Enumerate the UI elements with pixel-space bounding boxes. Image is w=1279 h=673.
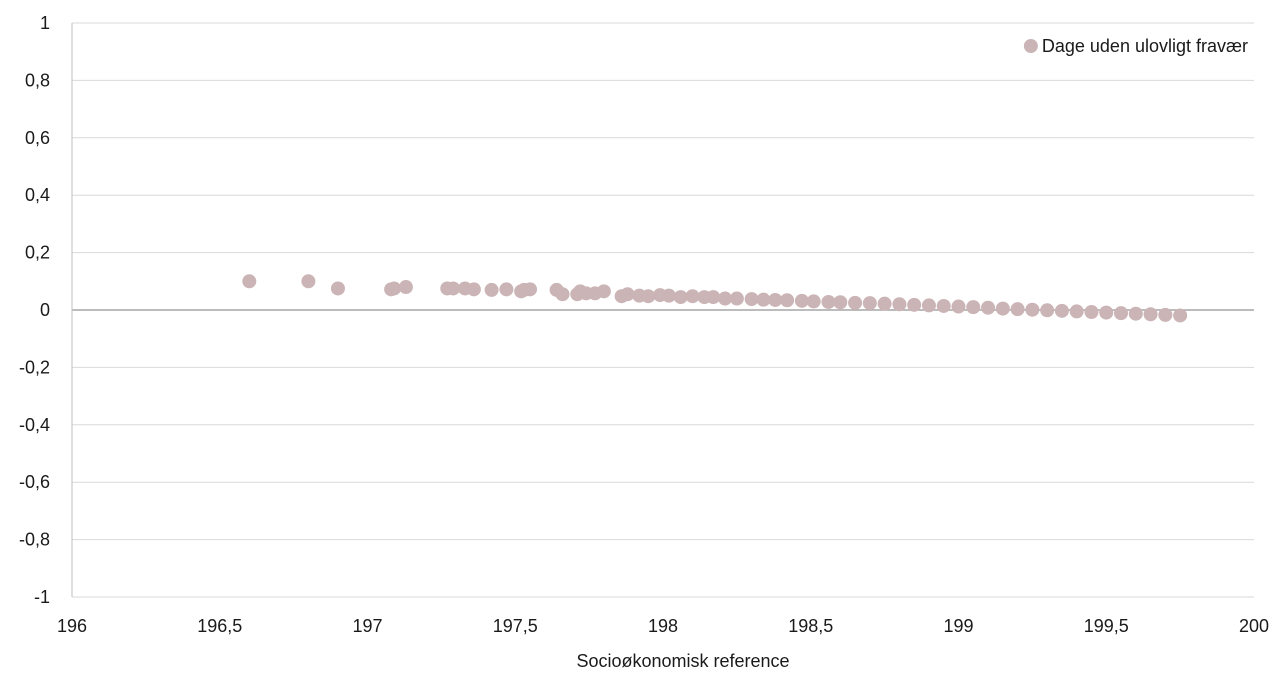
data-point <box>706 290 721 305</box>
y-tick-label: -0,8 <box>19 530 50 550</box>
data-point <box>641 289 656 304</box>
data-point <box>744 292 759 307</box>
data-point <box>330 281 345 296</box>
data-point <box>794 293 809 308</box>
data-point <box>966 300 981 315</box>
data-point <box>892 297 907 312</box>
data-point <box>981 300 996 315</box>
data-point <box>1010 302 1025 317</box>
data-point <box>1173 308 1188 323</box>
y-tick-label: 0,6 <box>25 128 50 148</box>
x-tick-label: 199 <box>943 616 973 636</box>
x-axis-title: Socioøkonomisk reference <box>576 651 789 671</box>
y-tick-label: 1 <box>40 13 50 33</box>
data-point <box>833 295 848 310</box>
x-tick-label: 198 <box>648 616 678 636</box>
y-tick-label: -0,4 <box>19 415 50 435</box>
data-point <box>1114 306 1129 321</box>
data-point <box>1158 307 1173 322</box>
data-point <box>398 280 413 295</box>
y-tick-label: -0,6 <box>19 472 50 492</box>
data-point <box>806 294 821 309</box>
y-tick-label: 0 <box>40 300 50 320</box>
data-point <box>620 287 635 302</box>
y-tick-label: 0,8 <box>25 70 50 90</box>
data-point <box>1099 305 1114 320</box>
data-point <box>1054 303 1069 318</box>
data-point <box>673 290 688 305</box>
data-point <box>484 282 499 297</box>
data-point <box>685 289 700 304</box>
data-point <box>862 296 877 311</box>
data-point <box>780 293 795 308</box>
data-point <box>499 282 514 297</box>
data-point <box>995 301 1010 316</box>
legend: Dage uden ulovligt fravær <box>1023 36 1248 56</box>
x-tick-label: 198,5 <box>788 616 833 636</box>
data-point <box>1040 303 1055 318</box>
data-point <box>1128 306 1143 321</box>
data-point <box>1084 305 1099 320</box>
data-point <box>661 288 676 303</box>
y-tick-label: 0,4 <box>25 185 50 205</box>
x-tick-label: 197 <box>352 616 382 636</box>
data-point <box>1069 304 1084 319</box>
legend-label: Dage uden ulovligt fravær <box>1042 36 1248 56</box>
data-point <box>466 282 481 297</box>
data-point <box>242 274 257 289</box>
x-tick-label: 200 <box>1239 616 1269 636</box>
data-point <box>729 291 744 306</box>
x-tick-labels: 196 196,5 197 197,5 198 198,5 199 199,5 200 <box>57 616 1269 636</box>
data-point <box>301 274 316 289</box>
data-point <box>387 281 402 296</box>
gridlines <box>72 22 1254 598</box>
data-point <box>555 287 570 302</box>
data-point <box>596 284 611 299</box>
y-tick-label: 0,2 <box>25 243 50 263</box>
data-point <box>951 299 966 314</box>
legend-marker <box>1023 39 1038 53</box>
data-point <box>877 296 892 311</box>
data-point <box>718 291 733 306</box>
data-point <box>821 294 836 309</box>
x-tick-label: 199,5 <box>1084 616 1129 636</box>
data-point <box>936 298 951 313</box>
y-tick-labels: 1 0,8 0,6 0,4 0,2 0 -0,2 -0,4 -0,6 -0,8 -1 <box>19 13 50 607</box>
data-point <box>446 281 461 296</box>
x-tick-label: 197,5 <box>493 616 538 636</box>
data-point <box>1025 302 1040 317</box>
data-point <box>523 282 538 297</box>
data-point <box>907 297 922 312</box>
y-tick-label: -1 <box>34 587 50 607</box>
data-point <box>921 298 936 313</box>
data-points <box>242 274 1188 323</box>
x-tick-label: 196,5 <box>197 616 242 636</box>
data-point <box>1143 307 1158 322</box>
y-tick-label: -0,2 <box>19 357 50 377</box>
data-point <box>756 292 771 307</box>
x-tick-label: 196 <box>57 616 87 636</box>
data-point <box>848 295 863 310</box>
data-point <box>768 292 783 307</box>
